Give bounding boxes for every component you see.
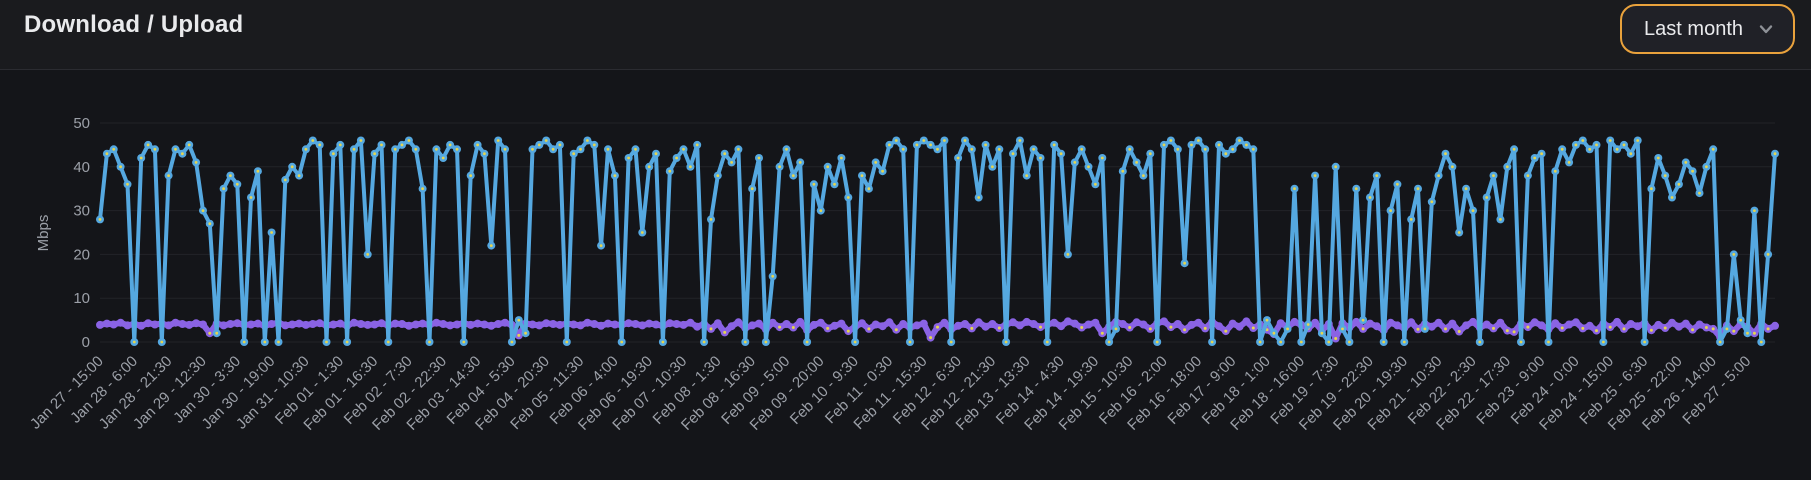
chevron-down-icon: [1759, 25, 1773, 34]
time-range-label: Last month: [1644, 17, 1743, 40]
y-axis-ticks: 0 10 20 30 40 50: [73, 115, 90, 351]
svg-text:Mbps: Mbps: [35, 215, 52, 252]
y-gridlines: [100, 122, 1775, 343]
time-range-dropdown[interactable]: Last month: [1620, 4, 1795, 54]
svg-text:20: 20: [73, 246, 90, 263]
chart-area: 0 10 20 30 40 50 Mbps Jan 27 - 15:00 Jan 28 - 6:…: [0, 70, 1811, 480]
panel-title: Download / Upload: [24, 11, 244, 38]
svg-text:10: 10: [73, 290, 90, 307]
y-axis-title: Mbps: [35, 215, 52, 252]
svg-text:50: 50: [73, 115, 90, 132]
svg-text:0: 0: [82, 334, 90, 351]
panel-header: Download / Upload Last month: [0, 0, 1811, 70]
svg-text:30: 30: [73, 203, 90, 220]
download-series: [96, 136, 1779, 346]
svg-text:40: 40: [73, 159, 90, 176]
